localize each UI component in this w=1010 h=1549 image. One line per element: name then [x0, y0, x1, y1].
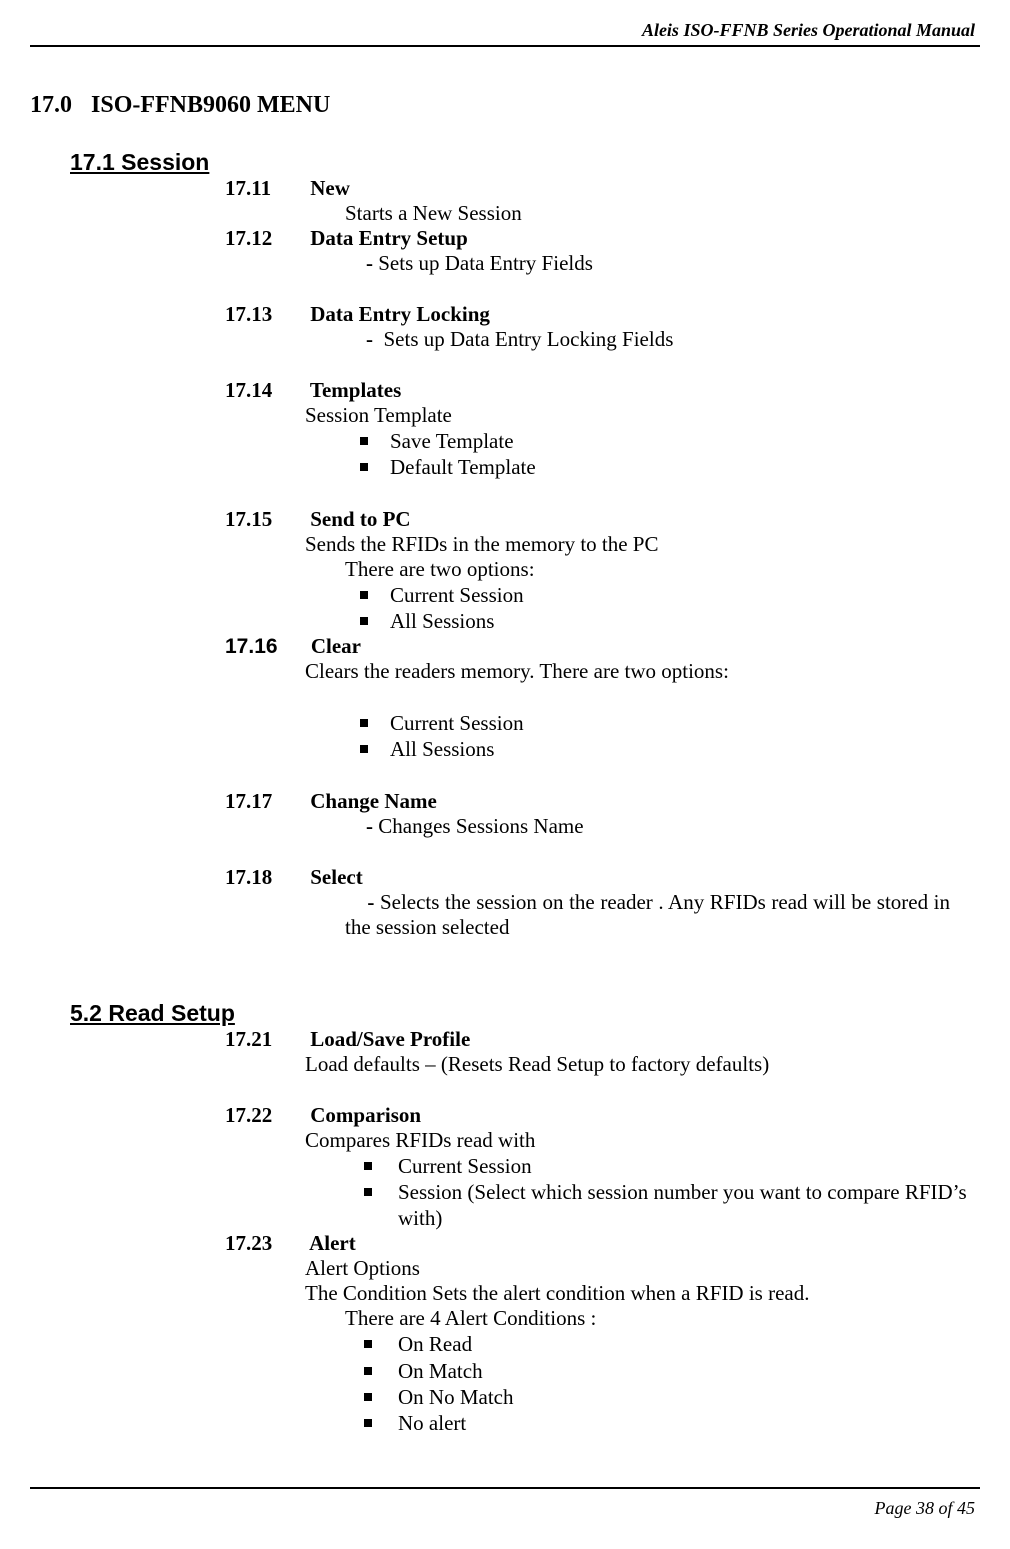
- page-number: Page 38 of 45: [875, 1498, 976, 1519]
- list-item: On Read: [350, 1331, 980, 1357]
- item-templates: 17.14 Templates: [225, 378, 980, 403]
- item-title: Clear: [311, 634, 361, 658]
- item-line: There are two options:: [345, 557, 980, 582]
- item-line: Alert Options: [305, 1256, 980, 1281]
- heading-1-num: 17.0: [30, 92, 85, 119]
- alert-list: On Read On Match On No Match No alert: [350, 1331, 980, 1436]
- item-num: 17.22: [225, 1103, 305, 1128]
- item-title: Select: [310, 865, 362, 889]
- item-title: New: [310, 176, 350, 200]
- item-alert: 17.23 Alert: [225, 1231, 980, 1256]
- list-item: All Sessions: [350, 608, 980, 634]
- item-title: Send to PC: [310, 507, 410, 531]
- item-title: Comparison: [310, 1103, 421, 1127]
- list-item: Default Template: [350, 454, 980, 480]
- comparison-list: Current Session Session (Select which se…: [350, 1153, 980, 1232]
- section-read-setup-title: 5.2 Read Setup: [70, 1000, 235, 1027]
- item-body: Load defaults – (Resets Read Setup to fa…: [305, 1052, 980, 1077]
- section-session-title: 17.1 Session: [70, 149, 209, 176]
- item-body: Starts a New Session: [345, 201, 980, 226]
- item-body: - Changes Sessions Name: [345, 814, 980, 839]
- item-body: - Selects the session on the reader . An…: [345, 890, 980, 940]
- item-title: Change Name: [310, 789, 437, 813]
- item-num: 17.23: [225, 1231, 305, 1256]
- list-item: On Match: [350, 1358, 980, 1384]
- item-num: 17.13: [225, 302, 305, 327]
- list-item: Save Template: [350, 428, 980, 454]
- send-list: Current Session All Sessions: [350, 582, 980, 635]
- item-num: 17.21: [225, 1027, 305, 1052]
- list-item: Session (Select which session number you…: [350, 1179, 980, 1232]
- item-line: The Condition Sets the alert condition w…: [305, 1281, 980, 1306]
- item-body-text: Sets up Data Entry Locking Fields: [384, 327, 674, 351]
- item-num: 17.16: [225, 635, 305, 659]
- item-title: Templates: [310, 378, 401, 402]
- item-body: - Sets up Data Entry Fields: [345, 251, 980, 276]
- item-comparison: 17.22 Comparison: [225, 1103, 980, 1128]
- item-title: Data Entry Setup: [310, 226, 468, 250]
- item-line: Sends the RFIDs in the memory to the PC: [305, 532, 980, 557]
- list-item: No alert: [350, 1410, 980, 1436]
- item-line: Clears the readers memory. There are two…: [305, 659, 980, 684]
- item-num: 17.15: [225, 507, 305, 532]
- item-title: Alert: [309, 1231, 356, 1255]
- list-item: All Sessions: [350, 736, 980, 762]
- item-clear: 17.16 Clear: [225, 634, 980, 659]
- templates-list: Save Template Default Template: [350, 428, 980, 481]
- item-send-to-pc: 17.15 Send to PC: [225, 507, 980, 532]
- list-item: Current Session: [350, 582, 980, 608]
- item-title: Load/Save Profile: [310, 1027, 470, 1051]
- header-title: Aleis ISO-FFNB Series Operational Manual: [30, 20, 980, 41]
- item-body-text: Sets up Data Entry Fields: [378, 251, 593, 275]
- item-select: 17.18 Select: [225, 865, 980, 890]
- item-body-text: Changes Sessions Name: [378, 814, 583, 838]
- item-num: 17.14: [225, 378, 305, 403]
- item-load-save-profile: 17.21 Load/Save Profile: [225, 1027, 980, 1052]
- item-num: 17.12: [225, 226, 305, 251]
- header-rule: [30, 45, 980, 47]
- item-change-name: 17.17 Change Name: [225, 789, 980, 814]
- item-body: - Sets up Data Entry Locking Fields: [345, 327, 980, 352]
- item-title: Data Entry Locking: [310, 302, 490, 326]
- list-item: Current Session: [350, 710, 980, 736]
- item-line: There are 4 Alert Conditions :: [345, 1306, 980, 1331]
- item-num: 17.17: [225, 789, 305, 814]
- clear-list: Current Session All Sessions: [350, 710, 980, 763]
- heading-1-text: ISO-FFNB9060 MENU: [91, 92, 330, 118]
- footer-rule: [30, 1487, 980, 1489]
- list-item: On No Match: [350, 1384, 980, 1410]
- item-new: 17.11 New: [225, 176, 980, 201]
- list-item: Current Session: [350, 1153, 980, 1179]
- item-sub: Session Template: [305, 403, 980, 428]
- heading-1: 17.0 ISO-FFNB9060 MENU: [30, 92, 980, 119]
- item-data-entry-locking: 17.13 Data Entry Locking: [225, 302, 980, 327]
- item-line: Compares RFIDs read with: [305, 1128, 980, 1153]
- item-num: 17.18: [225, 865, 305, 890]
- item-body-text: Selects the session on the reader . Any …: [345, 890, 950, 939]
- page: Aleis ISO-FFNB Series Operational Manual…: [0, 0, 1010, 1549]
- item-num: 17.11: [225, 176, 305, 201]
- item-data-entry-setup: 17.12 Data Entry Setup: [225, 226, 980, 251]
